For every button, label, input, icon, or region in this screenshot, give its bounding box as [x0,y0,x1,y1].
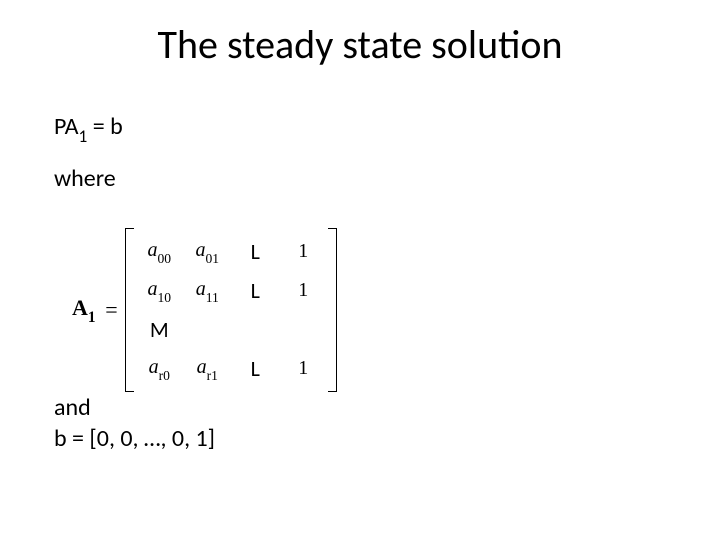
matrix-cell [279,310,327,349]
slide-title: The steady state solution [0,20,720,69]
body-region: PA1 = b where [54,112,654,204]
and-label: and [54,392,215,423]
matrix-cell [231,310,279,349]
equation-line: PA1 = b [54,112,654,142]
right-bracket [328,228,337,392]
equals-sign: = [105,297,117,323]
matrix-cell: a11 [183,271,231,310]
matrix-cell [183,310,231,349]
matrix-cell: ar0 [135,349,183,388]
left-bracket [125,228,134,392]
eq-prefix: PA [54,112,79,141]
and-block: and b = [0, 0, …, 0, 1] [54,392,215,454]
matrix-cell: M [135,310,183,349]
matrix-cell: L [231,271,279,310]
matrix-cell: 1 [279,271,327,310]
matrix-name-main: A [72,295,88,320]
matrix-cell: 1 [279,349,327,388]
matrix-name-sub: 1 [88,309,96,326]
slide: The steady state solution PA1 = b where … [0,0,720,540]
matrix-cell: L [231,349,279,388]
matrix-row: a10a11L1 [135,271,327,310]
matrix-cell: a00 [135,232,183,271]
matrix-cell: a10 [135,271,183,310]
matrix-row: a00a01L1 [135,232,327,271]
matrix-name: A1 [72,295,96,325]
matrix-body: a00a01L1a10a11L1Mar0ar1L1 [127,228,335,392]
eq-subscript: 1 [79,126,88,147]
matrix-cell: a01 [183,232,231,271]
matrix-cell: ar1 [183,349,231,388]
matrix-cell: L [231,232,279,271]
matrix-cell: 1 [279,232,327,271]
eq-suffix: = b [87,112,122,141]
b-definition: b = [0, 0, …, 0, 1] [54,423,215,454]
matrix-row: ar0ar1L1 [135,349,327,388]
matrix-table: a00a01L1a10a11L1Mar0ar1L1 [135,232,327,388]
matrix-definition: A1 = a00a01L1a10a11L1Mar0ar1L1 [72,228,335,392]
matrix-row: M [135,310,327,349]
where-label: where [54,164,654,194]
